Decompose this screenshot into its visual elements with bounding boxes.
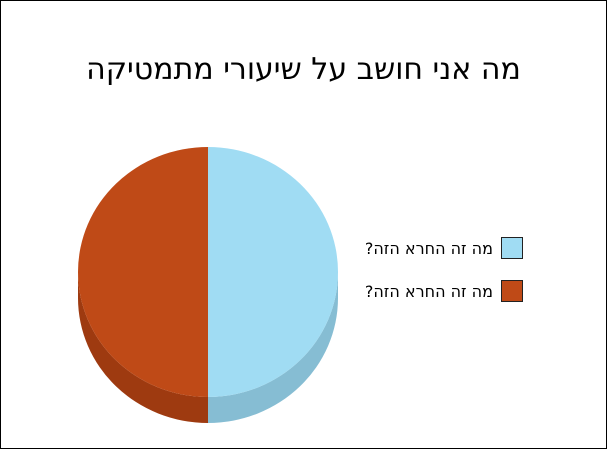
legend-swatch-2 xyxy=(501,280,523,302)
pie-side-1 xyxy=(208,272,338,423)
legend-label-2: מה זה החרא הזה? xyxy=(364,281,493,301)
legend-item-1: מה זה החרא הזה? xyxy=(365,237,523,259)
legend-swatch-1 xyxy=(501,237,523,259)
pie-slice-2 xyxy=(78,147,208,397)
pie-side-2 xyxy=(78,272,208,423)
pie-slice-1 xyxy=(208,147,338,397)
legend-item-2: מה זה החרא הזה? xyxy=(365,280,523,302)
chart-title: מה אני חושב על שיעורי מתמטיקה xyxy=(86,52,521,87)
legend-label-1: מה זה החרא הזה? xyxy=(364,238,493,258)
